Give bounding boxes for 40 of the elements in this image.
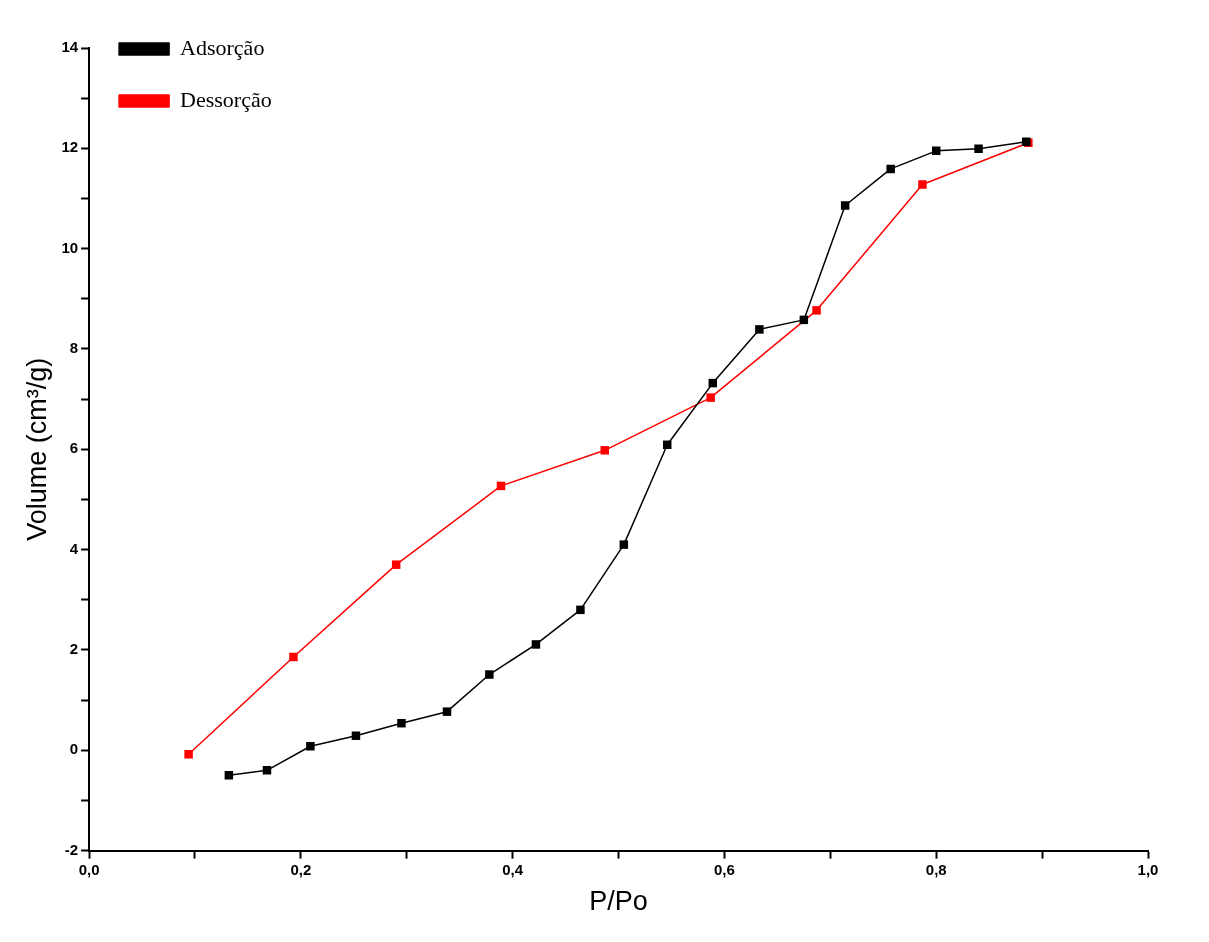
point xyxy=(262,766,272,775)
point xyxy=(306,742,315,751)
x-tick-label: 1,0 xyxy=(1137,860,1159,878)
y-tick-label: 0 xyxy=(69,740,79,758)
x-tick-label: 0,0 xyxy=(78,860,100,878)
point xyxy=(576,605,585,615)
point xyxy=(974,144,983,154)
point xyxy=(706,393,715,402)
point xyxy=(351,731,361,740)
point xyxy=(397,718,406,728)
x-tick-label: 0,6 xyxy=(714,860,735,878)
point xyxy=(812,306,821,315)
point xyxy=(600,446,610,455)
point xyxy=(184,750,193,759)
y-axis-title: Volume (cm³/g) xyxy=(21,357,52,541)
y-tick-label: 2 xyxy=(69,640,79,658)
point xyxy=(224,771,234,780)
y-tick-label: 10 xyxy=(61,238,79,256)
x-tick-label: 0,2 xyxy=(290,860,312,878)
point xyxy=(840,201,850,210)
legend-label: Adsorção xyxy=(180,34,265,60)
point xyxy=(619,540,629,549)
y-tick-label: -2 xyxy=(64,840,79,858)
point xyxy=(531,640,541,649)
y-tick-label: 4 xyxy=(69,539,79,557)
point xyxy=(755,325,764,334)
point xyxy=(442,707,452,716)
point xyxy=(918,180,927,189)
point xyxy=(485,670,494,679)
legend-label: Dessorção xyxy=(180,86,272,112)
point xyxy=(391,560,401,569)
y-tick-label: 6 xyxy=(69,439,79,457)
x-tick-label: 0,8 xyxy=(925,860,947,878)
x-axis-title: P/Po xyxy=(589,886,648,917)
x-tick-label: 0,4 xyxy=(502,860,524,878)
y-tick-label: 14 xyxy=(61,38,79,56)
y-tick-label: 8 xyxy=(69,339,79,357)
point xyxy=(289,652,298,662)
y-tick-label: 12 xyxy=(61,138,79,156)
point xyxy=(886,164,895,174)
